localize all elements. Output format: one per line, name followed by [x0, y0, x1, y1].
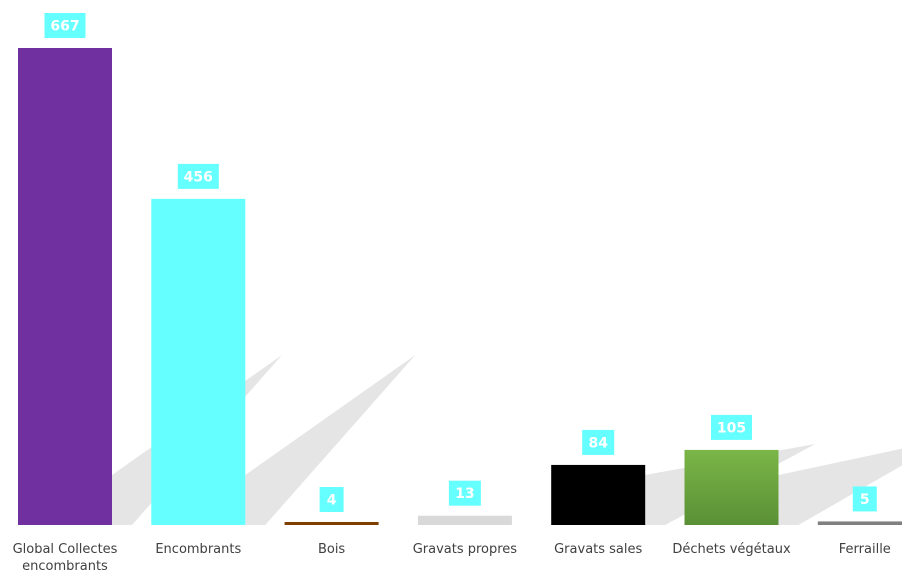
bar [551, 464, 646, 525]
data-label: 5 [860, 492, 870, 508]
bar [18, 48, 112, 525]
data-label-box [44, 13, 86, 38]
bar [151, 198, 246, 525]
bar-shadow [245, 355, 416, 525]
data-label: 4 [327, 493, 337, 509]
x-axis: Global Collectes encombrants Encombrants Bo… [13, 542, 891, 574]
category-label: Bois [318, 542, 345, 557]
bar [684, 449, 779, 525]
category-label: Encombrants [155, 542, 241, 557]
data-labels: 667 456 4 13 84 105 5 [44, 13, 877, 512]
category-label: Gravats sales [554, 542, 642, 557]
data-label: 84 [588, 435, 608, 451]
data-label-box [319, 487, 344, 512]
data-label-box [448, 480, 481, 506]
bar-shadow [778, 448, 902, 525]
data-label: 13 [455, 486, 474, 502]
category-label: Ferraille [839, 542, 891, 557]
data-label: 667 [50, 19, 79, 35]
data-label-box [582, 429, 615, 455]
bars [18, 48, 902, 525]
data-label-box [852, 486, 877, 512]
data-label: 105 [717, 420, 746, 436]
category-label: Global Collectes encombrants [13, 542, 118, 574]
bar [817, 521, 902, 525]
category-label: Gravats propres [413, 542, 518, 557]
data-label-box [711, 414, 752, 440]
bar [417, 515, 512, 525]
category-label: Déchets végétaux [672, 542, 791, 557]
data-label: 456 [184, 169, 213, 185]
bar [284, 522, 379, 525]
data-label-box [177, 163, 219, 189]
